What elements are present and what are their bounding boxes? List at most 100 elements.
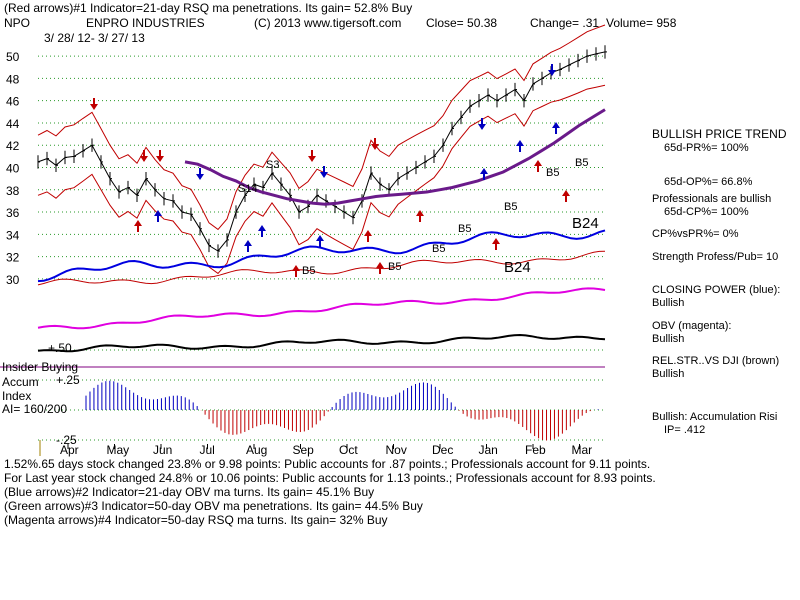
indicator-4-caption: (Magenta arrows)#4 Indicator=50-day RSQ … xyxy=(4,513,388,527)
signal-label: B5 xyxy=(432,243,445,255)
buy-arrow xyxy=(258,225,266,237)
y-tick-label: 36 xyxy=(6,206,20,220)
obv-scale-plus50: +.50 xyxy=(48,341,72,355)
accum-label: Accum xyxy=(2,375,39,389)
op-value: 65d-OP%= 66.8% xyxy=(664,176,753,188)
sell-arrow xyxy=(156,150,164,162)
y-tick-label: 48 xyxy=(6,72,20,86)
professionals-text: Professionals are bullish xyxy=(652,193,772,205)
month-label: Sep xyxy=(293,443,315,457)
y-tick-label: 46 xyxy=(6,95,20,109)
month-label: Apr xyxy=(60,443,79,457)
obv-value: Bullish xyxy=(652,333,685,345)
cp-value: 65d-CP%= 100% xyxy=(664,206,749,218)
relstr-value: Bullish xyxy=(652,368,685,380)
y-tick-label: 40 xyxy=(6,162,20,176)
signal-label: B5 xyxy=(575,157,588,169)
buy-arrow xyxy=(134,220,142,232)
y-tick-label: 38 xyxy=(6,184,20,198)
volume-value: Volume= 958 xyxy=(606,16,677,30)
change-value: Change= .31 xyxy=(530,16,600,30)
obv-line xyxy=(37,287,606,330)
sell-arrow xyxy=(478,118,486,130)
buy-arrow xyxy=(292,265,300,277)
month-label: Dec xyxy=(432,443,453,457)
buy-arrow xyxy=(516,140,524,152)
signal-annotations: S3 S14 B5 B5 B5 B5 B5 B5 B5 B24 B24 xyxy=(238,157,599,277)
closing-power-ma xyxy=(37,250,606,286)
signal-label: B24 xyxy=(504,259,531,276)
signal-label: B24 xyxy=(572,215,599,232)
month-label: Oct xyxy=(339,443,358,457)
copyright: (C) 2013 www.tigersoft.com xyxy=(254,16,402,30)
relstr-line xyxy=(37,333,606,353)
closing-power-value: Bullish xyxy=(652,297,685,309)
footer-65day: 1.52%.65 days stock changed 23.8% or 9.9… xyxy=(4,457,651,471)
insider-buying-label: Insider Buying xyxy=(2,360,79,374)
buy-arrow xyxy=(376,262,384,274)
index-label: Index xyxy=(2,389,32,403)
y-tick-label: 32 xyxy=(6,251,20,265)
y-tick-label: 44 xyxy=(6,117,20,131)
sell-arrow xyxy=(90,98,98,110)
month-label: Feb xyxy=(525,443,546,457)
closing-power-label: CLOSING POWER (blue): xyxy=(652,284,781,296)
ma50-line xyxy=(184,108,606,206)
buy-arrow xyxy=(154,210,162,222)
sell-arrow xyxy=(371,138,379,150)
relstr-label: REL.STR..VS DJI (brown) xyxy=(652,355,780,367)
closing-power-line xyxy=(37,229,606,283)
sell-arrow xyxy=(308,150,316,162)
accum-scale-plus25: +.25 xyxy=(56,373,80,387)
indicator-2-caption: (Blue arrows)#2 Indicator=21-day OBV ma … xyxy=(4,485,375,499)
buy-arrow xyxy=(492,238,500,250)
y-tick-label: 30 xyxy=(6,273,20,287)
signal-label: B5 xyxy=(388,261,401,273)
pr-value: 65d-PR%= 100% xyxy=(664,142,749,154)
sell-arrow xyxy=(320,166,328,178)
signal-label: B5 xyxy=(458,223,471,235)
month-label: Mar xyxy=(572,443,593,457)
price-bands xyxy=(37,24,606,275)
month-label: Jan xyxy=(479,443,498,457)
footer-lastyear: For Last year stock changed 24.8% or 10.… xyxy=(4,471,656,485)
buy-arrow xyxy=(416,210,424,222)
signal-label: B5 xyxy=(546,167,559,179)
chart-gridlines xyxy=(0,55,605,441)
buy-arrow xyxy=(534,160,542,172)
ai-value: AI= 160/200 xyxy=(2,402,68,416)
indicator-3-caption: (Green arrows)#3 Indicator=50-day OBV ma… xyxy=(4,499,423,513)
signal-label: S14 xyxy=(238,183,258,195)
price-series xyxy=(37,45,607,258)
sell-arrow xyxy=(548,64,556,76)
buy-arrow xyxy=(244,240,252,252)
y-axis-ticks: 30 32 34 36 38 40 42 44 46 48 50 xyxy=(6,50,20,287)
buy-arrow xyxy=(364,230,372,242)
ip-value: IP= .412 xyxy=(664,424,706,436)
lower-band xyxy=(37,84,606,275)
indicator-1-caption: (Red arrows)#1 Indicator=21-day RSQ ma p… xyxy=(4,1,413,15)
indicator-lines xyxy=(37,229,606,353)
buy-arrow xyxy=(480,168,488,180)
signal-label: B5 xyxy=(302,265,315,277)
date-range: 3/ 28/ 12- 3/ 27/ 13 xyxy=(44,31,145,45)
trend-title: BULLISH PRICE TREND xyxy=(652,127,787,141)
price-line xyxy=(37,51,606,252)
strength-value: Strength Profess/Pub= 10 xyxy=(652,251,779,263)
y-tick-label: 42 xyxy=(6,139,20,153)
month-label: Aug xyxy=(246,443,267,457)
accum-index-bars xyxy=(85,380,599,441)
obv-label: OBV (magenta): xyxy=(652,320,732,332)
upper-band xyxy=(37,24,606,231)
buy-arrow xyxy=(552,122,560,134)
close-value: Close= 50.38 xyxy=(426,16,498,30)
y-tick-label: 34 xyxy=(6,228,20,242)
sell-arrow xyxy=(140,150,148,162)
company-name: ENPRO INDUSTRIES xyxy=(86,16,205,30)
buy-arrow xyxy=(316,235,324,247)
x-axis-months: Apr May Jun Jul Aug Sep Oct Nov Dec Jan Feb Mar xyxy=(60,443,592,457)
month-label: May xyxy=(107,443,130,457)
month-label: Jun xyxy=(153,443,172,457)
symbol: NPO xyxy=(4,16,31,30)
